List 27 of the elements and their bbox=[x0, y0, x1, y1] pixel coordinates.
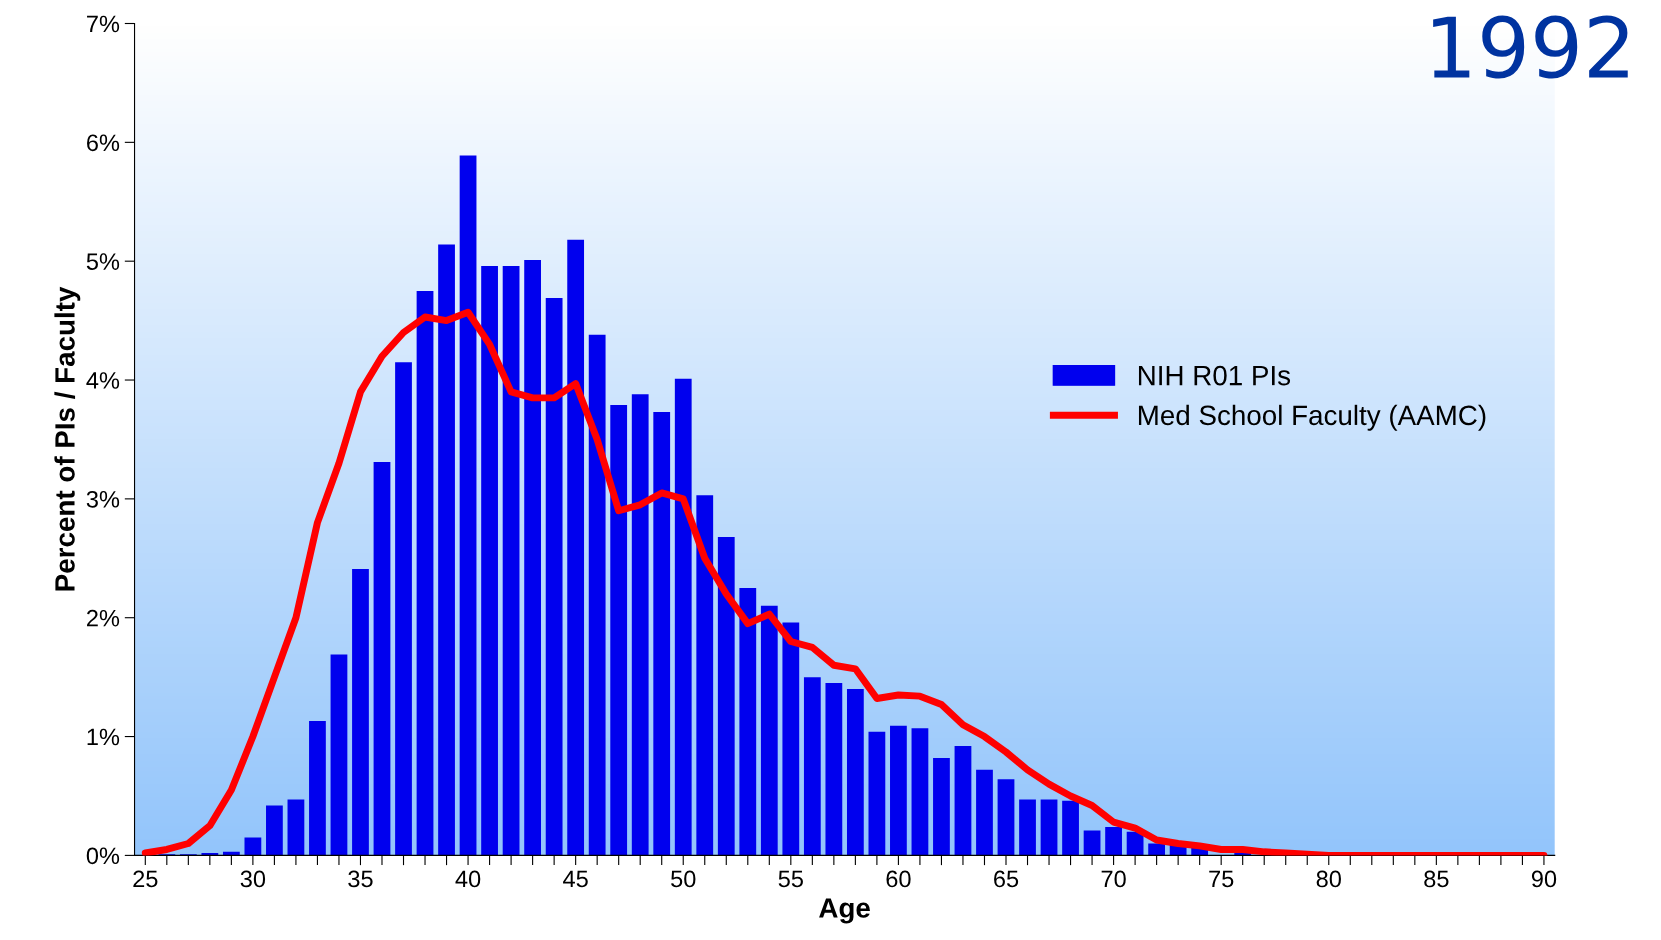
x-tick-label: 70 bbox=[1101, 870, 1126, 888]
y-axis-title: Percent of PIs / Faculty bbox=[54, 286, 81, 591]
legend-label: NIH R01 PIs bbox=[1138, 365, 1291, 386]
x-tick-label: 60 bbox=[886, 870, 911, 888]
x-tick-label: 50 bbox=[671, 870, 696, 888]
x-tick-label: 25 bbox=[133, 870, 158, 888]
x-tick-label: 65 bbox=[994, 870, 1019, 888]
x-tick-label: 85 bbox=[1424, 870, 1449, 888]
x-tick-label: 55 bbox=[778, 870, 803, 888]
x-axis-title: Age bbox=[819, 898, 870, 924]
y-tick-label: 0% bbox=[86, 847, 120, 865]
x-tick-label: 75 bbox=[1209, 870, 1234, 888]
y-tick-label: 5% bbox=[86, 253, 120, 270]
x-tick-label: 30 bbox=[240, 870, 266, 888]
y-tick-label: 1% bbox=[87, 728, 120, 746]
y-tick-label: 4% bbox=[86, 372, 120, 389]
x-tick-label: 80 bbox=[1316, 870, 1341, 888]
y-tick-label: 7% bbox=[87, 15, 120, 33]
x-tick-label: 40 bbox=[455, 870, 481, 888]
x-tick-label: 35 bbox=[348, 870, 373, 888]
chart-title: 1992 bbox=[1433, 15, 1628, 79]
y-tick-label: 3% bbox=[86, 490, 120, 508]
x-tick-label: 45 bbox=[563, 870, 588, 888]
legend-label: Med School Faculty (AAMC) bbox=[1138, 404, 1486, 431]
y-tick-label: 2% bbox=[87, 609, 120, 627]
y-tick-label: 6% bbox=[87, 134, 120, 152]
x-tick-label: 90 bbox=[1531, 870, 1557, 888]
